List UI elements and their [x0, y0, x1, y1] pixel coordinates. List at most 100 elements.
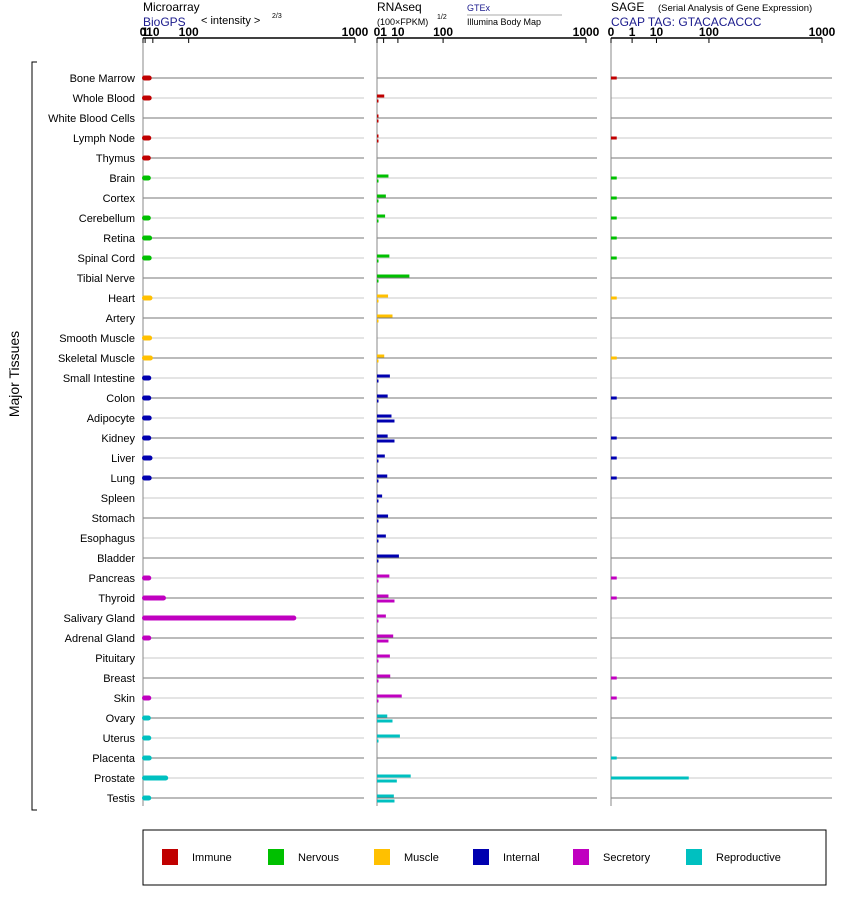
tissue-label-ovary: Ovary	[106, 713, 136, 725]
tissue-label-thyroid: Thyroid	[98, 593, 135, 605]
tissue-label-stomach: Stomach	[92, 513, 135, 525]
rnaseq-bar-spleen-2	[377, 499, 379, 503]
tissue-label-lymph-node: Lymph Node	[73, 133, 135, 145]
rnaseq-bar-small-intestine-2	[377, 379, 379, 383]
sage-bar-skeletal-muscle	[611, 356, 617, 360]
tissue-label-pancreas: Pancreas	[89, 573, 136, 585]
microarray-tick-label-1000: 1000	[342, 25, 369, 39]
tissue-label-kidney: Kidney	[101, 433, 135, 445]
biogps-link[interactable]: BioGPS	[143, 15, 186, 29]
rnaseq-bar-lung-1	[377, 474, 388, 478]
tissue-label-heart: Heart	[108, 293, 135, 305]
sage-bar-lymph-node	[611, 136, 617, 140]
rnaseq-bar-skeletal-muscle-2	[377, 359, 379, 363]
sage-bar-skin	[611, 696, 617, 700]
sage-tick-label-0: 0	[608, 25, 615, 39]
rnaseq-bar-bladder-2	[377, 559, 379, 563]
tissue-label-placenta: Placenta	[92, 753, 136, 765]
rnaseq-bar-spinal-cord-1	[377, 254, 390, 258]
rnaseq-bar-artery-1	[377, 314, 393, 318]
tissue-label-skin: Skin	[114, 693, 135, 705]
rnaseq-bar-pituitary-1	[377, 654, 390, 658]
tissue-label-breast: Breast	[103, 673, 135, 685]
rnaseq-bar-whole-blood-1	[377, 94, 385, 98]
rnaseq-exponent: 1/2	[437, 14, 447, 21]
rnaseq-bar-thyroid-2	[377, 599, 395, 603]
rnaseq-bar-testis-1	[377, 794, 394, 798]
tissue-label-spinal-cord: Spinal Cord	[78, 253, 135, 265]
tissue-label-cerebellum: Cerebellum	[79, 213, 135, 225]
rnaseq-bar-colon-2	[377, 399, 379, 403]
sage-bar-placenta	[611, 756, 617, 760]
rnaseq-tick-label-10: 10	[391, 25, 405, 39]
sage-bar-thyroid	[611, 596, 617, 600]
rnaseq-bar-liver-1	[377, 454, 385, 458]
legend-swatch-secretory	[573, 849, 589, 865]
tissue-label-testis: Testis	[107, 793, 136, 805]
sage-bar-spinal-cord	[611, 256, 617, 260]
legend-label-nervous: Nervous	[298, 852, 339, 864]
rnaseq-bar-liver-2	[377, 459, 379, 463]
sage-bar-cortex	[611, 196, 617, 200]
tissue-label-esophagus: Esophagus	[80, 533, 136, 545]
rnaseq-tick-label-1: 1	[380, 25, 387, 39]
rnaseq-bar-brain-1	[377, 174, 389, 178]
sage-title: SAGE	[611, 0, 644, 14]
rnaseq-bar-colon-1	[377, 394, 388, 398]
microarray-tick-label-100: 100	[179, 25, 199, 39]
tissue-label-liver: Liver	[111, 453, 135, 465]
sage-tick-label-100: 100	[699, 25, 719, 39]
legend-label-secretory: Secretory	[603, 852, 651, 864]
sage-bar-kidney	[611, 436, 617, 440]
sage-bar-heart	[611, 296, 617, 300]
rnaseq-tick-label-0: 0	[374, 25, 381, 39]
tissue-label-small-intestine: Small Intestine	[63, 373, 135, 385]
microarray-exponent: 2/3	[272, 13, 282, 20]
cgap-tag-link[interactable]: CGAP TAG: GTACACACCC	[611, 15, 762, 29]
legend-box	[142, 829, 827, 886]
tissue-rows: Bone Marrow Whole Blood White Blood Cells L…	[48, 73, 136, 805]
rnaseq-bar-lymph-node-1	[377, 134, 379, 138]
tissue-label-bladder: Bladder	[97, 553, 135, 565]
tissue-label-retina: Retina	[103, 233, 136, 245]
sage-tick-label-1: 1	[629, 25, 636, 39]
tissue-label-prostate: Prostate	[94, 773, 135, 785]
rnaseq-bar-pancreas-2	[377, 579, 379, 583]
rnaseq-bar-breast-1	[377, 674, 391, 678]
rnaseq-bar-stomach-1	[377, 514, 389, 518]
rnaseq-bar-skin-1	[377, 694, 402, 698]
legend-swatch-internal	[473, 849, 489, 865]
rnaseq-bar-lung-2	[377, 479, 379, 483]
tissue-label-bone-marrow: Bone Marrow	[70, 73, 135, 85]
gtex-link[interactable]: GTEx	[467, 3, 491, 13]
sage-bar-liver	[611, 456, 617, 460]
rnaseq-bar-kidney-1	[377, 434, 388, 438]
legend: Immune Nervous Muscle Internal Secretory Repr…	[162, 849, 781, 865]
sage-tick-label-1000: 1000	[809, 25, 836, 39]
rnaseq-bar-testis-2	[377, 799, 395, 803]
rnaseq-bar-white-blood-cells-2	[377, 119, 379, 123]
rnaseq-bar-heart-1	[377, 294, 389, 298]
sage-bar-cerebellum	[611, 216, 617, 220]
sage-note: (Serial Analysis of Gene Expression)	[658, 3, 812, 14]
sage-bar-retina	[611, 236, 617, 240]
legend-label-internal: Internal	[503, 852, 540, 864]
rnaseq-bar-prostate-2	[377, 779, 397, 783]
rnaseq-bar-spinal-cord-2	[377, 259, 379, 263]
tissue-label-skeletal-muscle: Skeletal Muscle	[58, 353, 135, 365]
legend-label-muscle: Muscle	[404, 852, 439, 864]
rnaseq-bar-uterus-1	[377, 734, 400, 738]
y-axis-title: Major Tissues	[6, 331, 22, 417]
tissue-label-adrenal-gland: Adrenal Gland	[65, 633, 135, 645]
rnaseq-bar-adipocyte-1	[377, 414, 392, 418]
sage-bar-breast	[611, 676, 617, 680]
tissue-label-salivary-gland: Salivary Gland	[63, 613, 135, 625]
legend-swatch-nervous	[268, 849, 284, 865]
microarray-title: Microarray	[143, 0, 200, 14]
tissue-bracket	[31, 61, 37, 811]
legend-swatch-muscle	[374, 849, 390, 865]
rnaseq-bar-salivary-gland-1	[377, 614, 386, 618]
rnaseq-bar-whole-blood-2	[377, 99, 379, 103]
